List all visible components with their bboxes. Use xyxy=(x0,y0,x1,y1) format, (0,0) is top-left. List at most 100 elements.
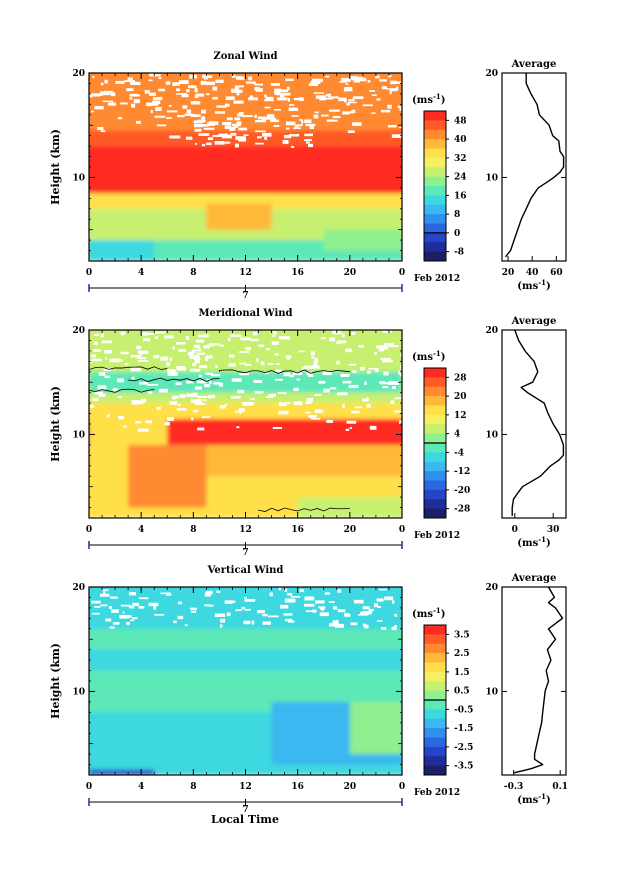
gap-cell xyxy=(400,365,402,369)
profile-y-label: 10 xyxy=(485,687,498,697)
gap-cell xyxy=(358,344,364,348)
unit-label: (ms-1) xyxy=(517,535,550,549)
gap-cell xyxy=(285,78,294,82)
gap-cell xyxy=(387,104,392,109)
colorbar-cell xyxy=(424,129,446,140)
gap-cell xyxy=(309,365,320,369)
colorbar-cell xyxy=(424,718,446,729)
gap-cell xyxy=(346,103,350,106)
gap-cell xyxy=(216,105,227,108)
gap-cell xyxy=(399,126,402,129)
gap-cell xyxy=(93,341,98,345)
x-tick-label: 8 xyxy=(190,268,196,278)
x-tick-label: 20 xyxy=(344,525,357,535)
gap-cell xyxy=(299,97,304,102)
gap-cell xyxy=(235,136,246,140)
gap-cell xyxy=(190,368,201,372)
gap-cell xyxy=(394,397,402,400)
jet-core xyxy=(89,146,402,194)
gap-cell xyxy=(196,352,205,355)
colorbar-cell xyxy=(424,700,446,710)
gap-cell xyxy=(236,121,242,125)
colorbar-cell xyxy=(424,625,446,635)
gap-cell xyxy=(195,143,198,145)
gap-cell xyxy=(264,94,267,98)
gap-cell xyxy=(220,618,226,623)
gap-cell xyxy=(268,393,277,397)
gap-cell xyxy=(228,363,236,367)
gap-cell xyxy=(124,80,135,83)
gap-cell xyxy=(107,414,110,418)
colorbar-cell xyxy=(424,414,446,425)
gap-cell xyxy=(332,115,341,119)
gap-cell xyxy=(137,357,147,360)
gap-cell xyxy=(383,343,394,346)
gap-cell xyxy=(258,344,265,348)
gap-cell xyxy=(91,358,102,362)
colorbar-cell xyxy=(424,433,446,444)
gap-cell xyxy=(94,391,103,395)
gap-cell xyxy=(188,351,194,356)
gap-cell xyxy=(288,107,299,111)
gap-cell xyxy=(339,81,347,83)
x-tick-label: 4 xyxy=(138,525,144,535)
gap-cell xyxy=(199,365,208,369)
green-south xyxy=(297,497,402,518)
gap-cell xyxy=(234,86,240,90)
gap-cell xyxy=(352,370,357,374)
gap-cell xyxy=(342,404,345,409)
colorbar-cell xyxy=(424,471,446,481)
gap-cell xyxy=(215,79,224,83)
gap-cell xyxy=(208,121,219,125)
gap-cell xyxy=(250,398,255,400)
gap-cell xyxy=(260,361,265,366)
gap-cell xyxy=(281,89,288,93)
gap-cell xyxy=(122,615,132,618)
x-tick-label: 0 xyxy=(399,782,405,792)
gap-cell xyxy=(321,337,327,340)
gap-cell xyxy=(267,615,279,618)
profile-y-label: 20 xyxy=(485,583,498,593)
colorbar-cell xyxy=(424,737,446,748)
gap-cell xyxy=(102,100,114,103)
gap-cell xyxy=(193,409,199,413)
gap-cell xyxy=(278,402,287,407)
gap-cell xyxy=(364,381,367,385)
colorbar-cell xyxy=(424,386,446,397)
x-tick-label: 16 xyxy=(291,782,304,792)
gap-cell xyxy=(143,338,151,342)
gap-cell xyxy=(194,386,202,390)
gap-cell xyxy=(188,85,197,88)
gap-cell xyxy=(202,399,207,402)
gap-cell xyxy=(290,595,301,598)
gap-cell xyxy=(257,610,265,614)
colorbar-label: 8 xyxy=(454,210,460,220)
gap-cell xyxy=(231,123,241,127)
profile-title: Average xyxy=(511,573,557,584)
colorbar-frame xyxy=(423,110,447,262)
gap-cell xyxy=(154,115,166,118)
gap-cell xyxy=(330,96,339,99)
gap-cell xyxy=(93,333,99,336)
colorbar-cell xyxy=(424,186,446,196)
gap-cell xyxy=(228,337,231,342)
x-tick-label: 20 xyxy=(344,782,357,792)
gap-cell xyxy=(275,363,280,365)
gap-cell xyxy=(166,417,175,421)
gap-cell xyxy=(372,94,377,97)
x-tick-label: 16 xyxy=(291,525,304,535)
day-label: 7 xyxy=(242,291,248,301)
colorbar-label: 24 xyxy=(454,173,467,183)
gap-cell xyxy=(100,333,105,338)
gap-cell xyxy=(348,384,359,389)
gap-cell xyxy=(201,116,206,120)
gap-cell xyxy=(117,378,124,383)
gap-cell xyxy=(236,76,245,80)
gap-cell xyxy=(325,93,330,97)
band-upper xyxy=(89,193,402,209)
gap-cell xyxy=(381,359,393,363)
gap-cell xyxy=(120,351,129,355)
gap-cell xyxy=(158,77,162,79)
gap-cell xyxy=(165,81,171,85)
gap-cell xyxy=(145,420,152,424)
